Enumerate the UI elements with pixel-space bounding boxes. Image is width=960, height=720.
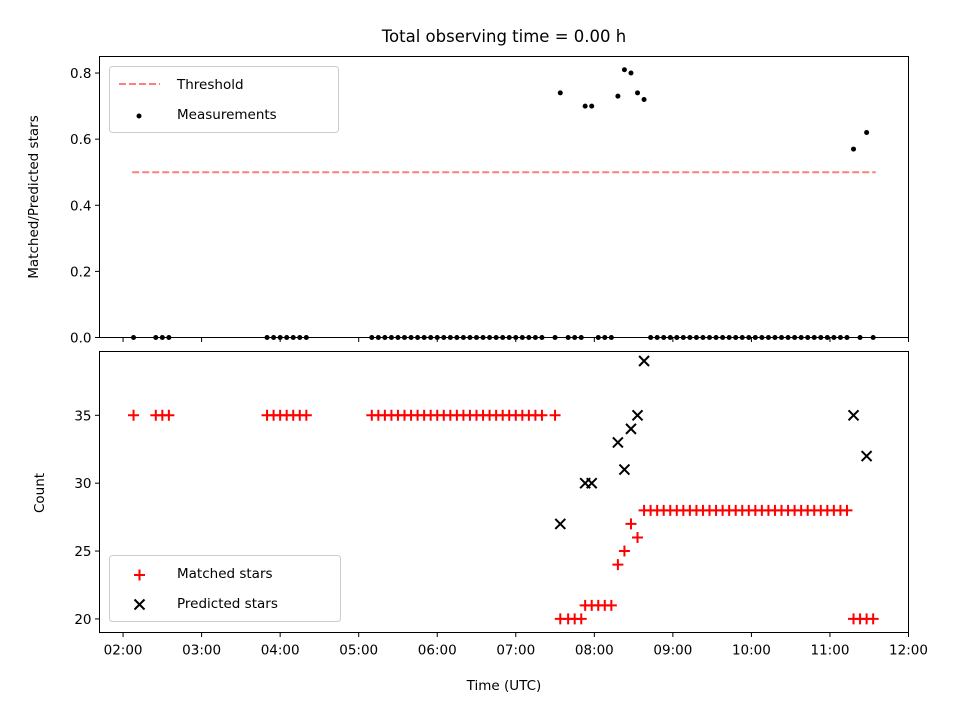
measurement-point xyxy=(635,90,641,96)
predicted-star-point xyxy=(631,409,644,422)
legend-threshold-label: Threshold xyxy=(176,77,244,93)
bottom-ticks: 20 25 30 35 02:00 03:00 04:00 05:00 06:00 07:00 08… xyxy=(74,408,928,658)
measurement-point xyxy=(628,70,634,76)
top-y-tick-label: 0.6 xyxy=(70,132,91,148)
bottom-y-tick-label: 30 xyxy=(74,476,91,492)
matched-star-point xyxy=(163,409,175,421)
x-tick-label: 12:00 xyxy=(889,643,928,659)
bottom-y-tick-label: 25 xyxy=(74,544,91,560)
top-ticks: 0.0 0.2 0.4 0.6 0.8 xyxy=(70,66,909,347)
matched-star-point xyxy=(605,599,617,611)
top-legend: Threshold Measurements xyxy=(109,66,339,133)
legend-predicted-label: Predicted stars xyxy=(177,596,278,612)
predicted-star-point xyxy=(638,355,650,367)
x-tick-label: 03:00 xyxy=(182,643,221,659)
x-tick-label: 05:00 xyxy=(339,643,378,659)
x-tick-label: 04:00 xyxy=(261,643,300,659)
chart-title: Total observing time = 0.00 h xyxy=(381,27,626,46)
top-y-tick-label: 0.8 xyxy=(70,66,91,82)
matched-star-point xyxy=(625,518,637,530)
top-y-tick-label: 0.2 xyxy=(70,264,91,280)
measurement-point xyxy=(615,93,621,99)
bottom-axes-frame xyxy=(99,351,909,633)
legend-measurements-swatch xyxy=(136,113,142,119)
measurement-point xyxy=(864,130,870,136)
top-y-tick-label: 0.4 xyxy=(70,198,91,214)
legend-measurements-label: Measurements xyxy=(177,107,277,123)
top-axes-frame xyxy=(99,56,909,338)
top-y-axis-label: Matched/Predicted stars xyxy=(26,115,42,278)
matched-star-point xyxy=(549,409,561,421)
matched-star-point xyxy=(536,409,548,421)
matched-star-point xyxy=(632,531,644,543)
bottom-panel: 20 25 30 35 02:00 03:00 04:00 05:00 06:00 07:00 08… xyxy=(32,351,928,694)
legend-matched-swatch xyxy=(134,569,145,581)
x-tick-label: 02:00 xyxy=(104,643,143,659)
matched-star-point xyxy=(841,504,853,516)
matched-star-point xyxy=(618,545,630,557)
predicted-star-point xyxy=(847,409,860,422)
bottom-legend-box xyxy=(109,555,341,622)
x-axis-label: Time (UTC) xyxy=(466,678,542,694)
predicted-star-point xyxy=(585,477,598,489)
bottom-data-marks xyxy=(128,355,879,625)
top-panel: 0.00.20.40.60.8 Matched/Predicted stars … xyxy=(26,56,909,347)
measurement-point xyxy=(641,96,647,102)
measurement-point xyxy=(582,103,588,109)
matched-star-point xyxy=(612,559,624,571)
matched-star-point xyxy=(867,613,879,625)
predicted-star-point xyxy=(625,423,637,435)
legend-matched-label: Matched stars xyxy=(177,566,273,582)
measurement-point xyxy=(621,67,627,73)
x-tick-label: 09:00 xyxy=(653,643,692,659)
bottom-y-tick-label: 20 xyxy=(74,612,91,628)
predicted-star-point xyxy=(618,463,631,476)
bottom-legend: Matched stars Predicted stars xyxy=(109,555,341,622)
measurement-point xyxy=(589,103,595,109)
top-legend-box xyxy=(109,66,339,133)
bottom-y-tick-label: 35 xyxy=(74,408,91,424)
matched-star-point xyxy=(128,409,140,421)
measurement-point xyxy=(851,146,857,152)
predicted-star-point xyxy=(554,518,566,530)
bottom-y-axis-label: Count xyxy=(32,473,48,513)
legend-predicted-swatch xyxy=(133,598,146,611)
matched-star-point xyxy=(300,409,312,421)
x-tick-label: 06:00 xyxy=(418,643,457,659)
matched-star-point xyxy=(575,613,587,625)
x-tick-label: 10:00 xyxy=(732,643,771,659)
predicted-star-point xyxy=(860,450,873,462)
x-tick-label: 07:00 xyxy=(496,643,535,659)
measurement-point xyxy=(557,90,563,96)
predicted-star-point xyxy=(612,436,624,449)
x-tick-label: 11:00 xyxy=(811,643,850,659)
x-tick-label: 08:00 xyxy=(575,643,614,659)
top-y-tick-label: 0.0 xyxy=(70,331,91,347)
